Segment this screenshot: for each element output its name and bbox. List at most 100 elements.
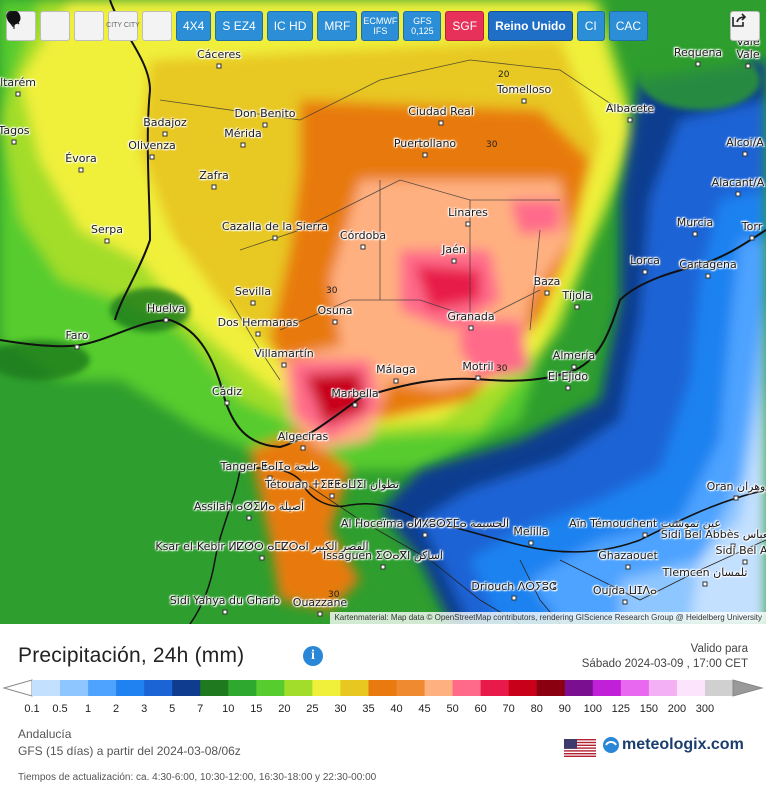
contour-label: 30 [496,364,508,374]
info-icon[interactable]: i [303,646,323,666]
city-marker [521,98,527,104]
model-button-ichd[interactable]: IC HD [266,11,314,41]
city-marker [745,63,751,69]
model-button-gfs[interactable]: GFS 0,125 [403,11,442,41]
city-button-label: CITY CITY [106,22,140,29]
city-marker [300,445,306,451]
city-marker [565,385,571,391]
city-label: Melilla [513,525,549,538]
city-label: Lorca [630,254,660,267]
model-run: GFS (15 días) a partir del 2024-03-08/06… [18,744,241,758]
legend-swatch [620,680,650,696]
city-label: Jaén [442,243,466,256]
legend-value: 40 [390,703,403,715]
city-marker [475,375,481,381]
city-label: Linares [448,206,488,219]
legend-value: 45 [418,703,431,715]
legend-arrow-low [2,679,33,697]
city-label: Albacete [605,102,655,115]
city-marker [627,117,633,123]
legend-swatch [60,680,89,696]
meteologix-logo[interactable]: meteologix.com [602,736,744,754]
city-marker [149,154,155,160]
update-times: Tiempos de actualización: ca. 4:30-6:00,… [18,772,377,783]
legend-labels: 0.1 0.5 1 2 3 5 7 10 15 20 25 30 35 40 45 50 60 70 80 90 100… [0,703,766,717]
model-button-sez4[interactable]: S EZ4 [215,11,263,41]
city-toggle-button[interactable]: CITY CITY [106,11,140,41]
city-label: Ghazaouet [598,549,658,562]
contour-label: 20 [498,70,510,80]
city-label: Alcoi/A [726,136,764,149]
logo-text: meteologix.com [622,736,744,753]
map-attribution: Kartenmaterial: Map data © OpenStreetMap… [330,612,766,624]
share-button[interactable] [730,11,760,41]
city-marker [104,238,110,244]
legend-value: 7 [197,703,204,715]
city-marker [695,61,701,67]
city-marker [259,555,265,561]
legend-swatch [312,680,341,696]
city-marker [329,493,335,499]
model-button-ci[interactable]: CI [576,11,605,41]
city-marker [702,581,708,587]
model-button-cac[interactable]: CAC [608,11,649,41]
button-label: GFS 0,125 [411,16,434,36]
city-marker [742,559,748,565]
zoom-button[interactable] [6,11,104,41]
model-button-mrf[interactable]: MRF [317,11,358,41]
city-label: Tlemcen تلمسان [662,566,748,579]
legend-value: 0.1 [24,703,40,715]
legend-swatch [424,680,454,696]
city-label: Mérida [224,127,262,140]
city-marker [735,191,741,197]
button-label: Reino Unido [495,19,566,33]
city-label: El Ejido [547,370,589,383]
city-marker [730,543,736,549]
model-button-4x4[interactable]: 4X4 [176,11,212,41]
legend-value: 125 [611,703,631,715]
city-marker [571,364,577,370]
city-label: Ouazzane [292,596,348,609]
city-marker [360,244,366,250]
city-label: Sidi Bel Abbès سيدي بلعباس [660,528,766,541]
legend-value: 15 [250,703,263,715]
city-label: Osuna [317,304,353,317]
city-label: Requena [673,46,723,59]
city-marker [250,300,256,306]
city-label: Tétouan ⵜⵉⵟⵟⴰⵡⵉⵏ تطوان [265,478,399,491]
legend-value: 80 [530,703,543,715]
legend-swatch [228,680,257,696]
precipitation-map[interactable]: CITY CITY 4X4 S EZ4 IC HD MRF ECMWF IFS … [0,0,766,624]
city-marker [642,269,648,275]
legend-swatch [284,680,313,696]
city-marker [255,331,261,337]
contour-label: 30 [326,286,338,296]
legend-swatch [480,680,510,696]
legend-swatch [508,680,538,696]
city-label: Al Hoceïma ⴰⵍⵃⵓⵙⵉⵎⴰ الحسيمة [340,517,510,530]
legend-swatch [368,680,398,696]
legend-swatch [116,680,145,696]
us-flag-icon[interactable] [564,739,596,757]
button-label: ECMWF IFS [363,16,398,36]
city-marker [74,344,80,350]
city-label: Baza [533,275,561,288]
city-marker [281,362,287,368]
city-label: Cazalla de la Sierra [221,220,329,233]
city-marker [163,317,169,323]
city-marker [422,532,428,538]
location-button[interactable] [6,11,70,41]
model-button-sgf[interactable]: SGF [445,11,485,41]
legend-swatch [676,680,706,696]
color-toggle-button[interactable] [7,11,172,41]
model-button-ecmwf[interactable]: ECMWF IFS [361,11,400,41]
valid-time: Valido para Sábado 2024-03-09 , 17:00 CE… [582,642,748,672]
city-label: Cáceres [196,48,242,61]
city-marker [574,304,580,310]
city-label: Málaga [376,363,416,376]
region-button-uk[interactable]: Reino Unido [488,11,573,41]
legend-value: 200 [667,703,687,715]
color-legend [2,679,764,697]
legend-value: 1 [85,703,92,715]
city-marker [642,532,648,538]
